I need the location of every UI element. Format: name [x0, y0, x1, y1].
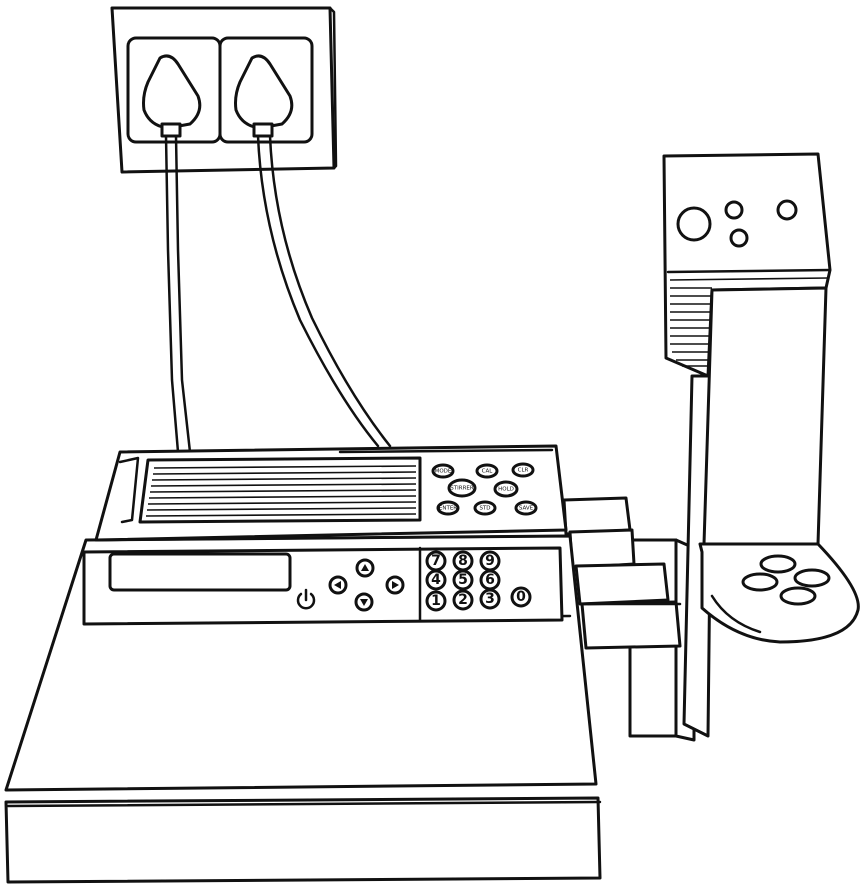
electrode-stand: [628, 152, 860, 742]
key-9[interactable]: 9: [479, 550, 501, 572]
key-6[interactable]: 6: [479, 569, 501, 591]
svg-text:9: 9: [485, 553, 495, 569]
svg-text:CLR: CLR: [518, 468, 529, 474]
clr-button[interactable]: CLR: [511, 462, 535, 478]
cal-button[interactable]: CAL: [475, 463, 499, 479]
stirrer-button[interactable]: STIRRER: [447, 478, 477, 498]
svg-text:1: 1: [431, 593, 441, 609]
arrow-left-button[interactable]: [328, 575, 348, 595]
svg-text:3: 3: [485, 591, 495, 607]
mode-button[interactable]: MODE: [431, 463, 455, 479]
arrow-right-button[interactable]: [385, 575, 405, 595]
meter-side-ports: [562, 496, 682, 650]
svg-text:7: 7: [431, 553, 441, 569]
svg-text:4: 4: [431, 572, 441, 588]
arrow-up-button[interactable]: [355, 558, 375, 578]
power-cables: [164, 134, 392, 454]
hold-button[interactable]: HOLD: [493, 480, 519, 498]
arrow-up-icon: [361, 564, 369, 571]
svg-text:CAL: CAL: [482, 469, 494, 475]
svg-text:6: 6: [485, 572, 495, 588]
svg-text:0: 0: [516, 589, 526, 605]
svg-text:HOLD: HOLD: [498, 487, 514, 493]
navigation-pad: [296, 558, 405, 612]
std-button[interactable]: STD: [473, 500, 497, 516]
wall-socket: [110, 6, 338, 174]
arrow-down-button[interactable]: [354, 592, 374, 612]
svg-text:ENTER: ENTER: [439, 506, 457, 512]
save-button[interactable]: SAVE: [514, 500, 538, 516]
meter-body: [4, 444, 602, 884]
svg-text:MODE: MODE: [435, 469, 452, 475]
number-keypad: 7 8 9 4 5 6 1 2 3 0: [425, 550, 532, 612]
plug-right: [234, 54, 294, 138]
key-5[interactable]: 5: [452, 569, 474, 591]
arrow-right-icon: [392, 581, 399, 589]
power-button[interactable]: [296, 588, 316, 610]
svg-text:STD: STD: [479, 506, 490, 512]
svg-text:5: 5: [458, 572, 468, 588]
key-8[interactable]: 8: [452, 550, 474, 572]
plug-left: [142, 54, 202, 138]
arrow-left-icon: [334, 581, 341, 589]
key-2[interactable]: 2: [452, 589, 474, 611]
function-keypad: MODE CAL CLR STIRRER HOLD ENTER STD SAV: [431, 462, 538, 516]
key-1[interactable]: 1: [425, 590, 447, 612]
svg-text:STIRRER: STIRRER: [450, 486, 474, 492]
lcd-display: [108, 552, 292, 592]
arrow-down-icon: [360, 599, 368, 606]
enter-button[interactable]: ENTER: [436, 500, 460, 516]
key-7[interactable]: 7: [425, 550, 447, 572]
svg-text:8: 8: [458, 553, 468, 569]
key-4[interactable]: 4: [425, 569, 447, 591]
key-3[interactable]: 3: [479, 588, 501, 610]
power-icon: [296, 588, 316, 610]
key-0[interactable]: 0: [510, 586, 532, 608]
svg-text:SAVE: SAVE: [519, 506, 534, 512]
svg-text:2: 2: [458, 592, 468, 608]
